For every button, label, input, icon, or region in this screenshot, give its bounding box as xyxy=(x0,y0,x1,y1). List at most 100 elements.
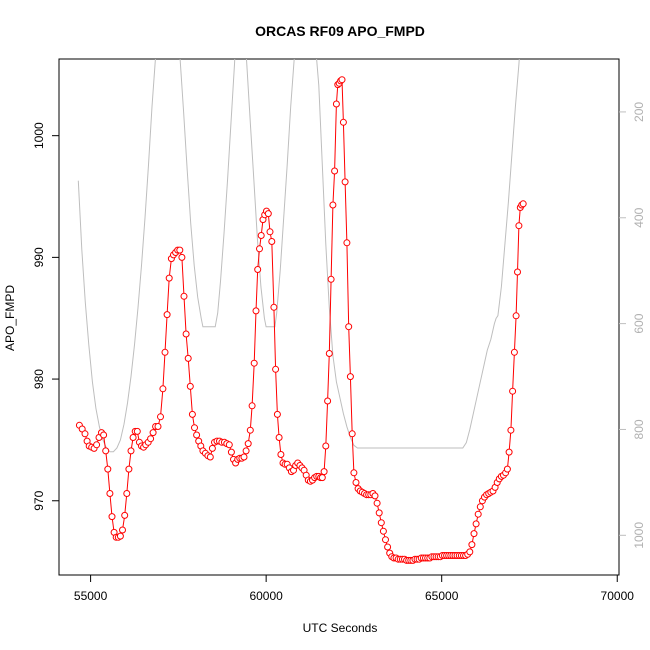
data-point xyxy=(149,429,157,437)
data-point xyxy=(507,426,515,434)
data-point xyxy=(106,490,114,497)
data-point xyxy=(108,513,116,521)
data-point xyxy=(257,232,265,239)
x-axis: 55000 60000 65000 70000 xyxy=(74,574,635,603)
data-point xyxy=(270,303,278,311)
data-point xyxy=(121,511,129,519)
y-axis-left: 970 980 990 1000 xyxy=(32,122,60,511)
data-point xyxy=(277,451,285,458)
data-point xyxy=(382,536,389,544)
data-point xyxy=(244,440,252,448)
data-point xyxy=(264,210,272,218)
data-point xyxy=(476,503,484,511)
data-point xyxy=(208,444,216,452)
apo-fmpd-series xyxy=(75,76,527,564)
y-axis-right: 200 400 600 800 1000 xyxy=(619,102,646,549)
data-point xyxy=(225,441,233,449)
data-point xyxy=(373,499,381,507)
data-point xyxy=(93,441,101,449)
data-point xyxy=(352,479,360,486)
right-tick-label: 200 xyxy=(632,102,646,122)
data-point xyxy=(186,382,194,390)
data-point xyxy=(252,307,260,315)
data-point xyxy=(165,274,173,282)
data-point xyxy=(519,200,527,208)
data-point xyxy=(318,474,326,482)
data-point xyxy=(250,359,258,367)
data-point xyxy=(512,312,520,320)
data-point xyxy=(266,228,274,236)
data-point xyxy=(339,118,347,126)
data-point xyxy=(129,434,137,441)
y-axis-label: APO_FMPD xyxy=(3,285,17,351)
data-point xyxy=(472,520,480,528)
data-point xyxy=(320,468,328,476)
data-point xyxy=(375,509,383,517)
data-point xyxy=(275,434,283,441)
data-point xyxy=(104,465,112,473)
data-point xyxy=(332,100,340,108)
data-point xyxy=(268,238,276,245)
data-point xyxy=(123,490,131,497)
data-point xyxy=(474,510,482,518)
data-point xyxy=(246,426,254,434)
data-point xyxy=(163,311,171,319)
data-point xyxy=(256,245,263,253)
data-point xyxy=(350,469,358,477)
data-point xyxy=(470,530,478,538)
data-point xyxy=(338,76,346,84)
x-tick-label: 55000 xyxy=(74,589,108,603)
data-point xyxy=(102,447,110,455)
data-point xyxy=(182,330,190,338)
data-point xyxy=(154,423,162,430)
data-point xyxy=(341,178,349,186)
data-point xyxy=(178,253,186,261)
right-tick-label: 400 xyxy=(632,207,646,227)
altitude-line xyxy=(77,59,520,453)
data-point xyxy=(348,430,356,438)
data-point xyxy=(345,323,353,331)
y-tick-label: 970 xyxy=(32,490,46,510)
data-point xyxy=(193,431,201,439)
x-tick-label: 65000 xyxy=(425,589,459,603)
data-point xyxy=(514,268,521,276)
data-point xyxy=(371,492,379,500)
data-point xyxy=(188,410,196,418)
data-point xyxy=(206,453,214,461)
data-point xyxy=(377,519,385,527)
data-point xyxy=(503,465,511,473)
right-tick-label: 800 xyxy=(632,419,646,439)
data-point xyxy=(273,410,281,418)
chart-title: ORCAS RF09 APO_FMPD xyxy=(255,23,425,39)
apo-fmpd-line xyxy=(79,78,524,561)
data-point xyxy=(324,397,332,405)
x-axis-label: UTC Seconds xyxy=(303,621,378,635)
x-tick-label: 60000 xyxy=(249,589,283,603)
data-point xyxy=(127,447,135,455)
altitude-series xyxy=(77,59,520,453)
data-point xyxy=(157,413,164,421)
y-tick-label: 1000 xyxy=(32,122,46,149)
data-point xyxy=(515,222,523,230)
right-tick-label: 600 xyxy=(632,313,646,333)
data-point xyxy=(343,239,351,247)
data-point xyxy=(379,527,387,535)
data-point xyxy=(184,354,192,362)
data-point xyxy=(468,541,476,549)
data-point xyxy=(254,266,262,273)
data-point xyxy=(242,447,250,455)
x-tick-label: 70000 xyxy=(601,589,635,603)
data-point xyxy=(116,532,124,540)
right-tick-label: 1000 xyxy=(632,522,646,549)
data-point xyxy=(119,526,126,534)
data-point xyxy=(161,348,169,356)
data-point xyxy=(384,543,392,551)
data-point xyxy=(159,385,167,393)
data-point xyxy=(191,424,198,432)
data-point xyxy=(248,402,256,410)
y-tick-label: 990 xyxy=(32,247,46,267)
data-point xyxy=(509,387,517,395)
y-tick-label: 980 xyxy=(32,369,46,389)
data-point xyxy=(346,373,354,381)
